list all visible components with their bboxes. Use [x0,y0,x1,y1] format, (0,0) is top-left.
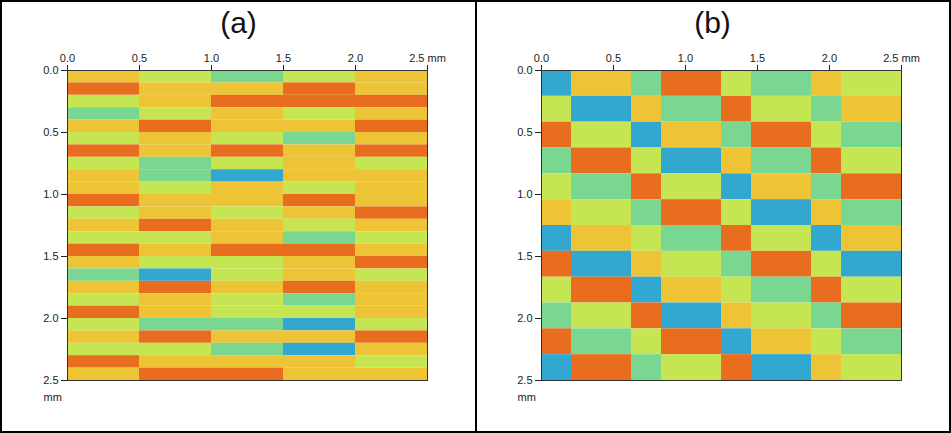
svg-text:2.5: 2.5 [43,374,58,386]
svg-text:1.5: 1.5 [275,52,290,64]
svg-text:2.0: 2.0 [517,312,532,324]
svg-text:0.5: 0.5 [131,52,146,64]
svg-text:0.0: 0.0 [59,52,74,64]
svg-text:2.5 mm: 2.5 mm [409,52,446,64]
svg-text:mm: mm [43,391,61,403]
svg-text:1.5: 1.5 [749,52,764,64]
svg-text:1.5: 1.5 [517,250,532,262]
svg-text:0.5: 0.5 [517,126,532,138]
svg-text:2.0: 2.0 [43,312,58,324]
svg-text:0.0: 0.0 [533,52,548,64]
svg-text:1.0: 1.0 [677,52,692,64]
svg-text:mm: mm [517,391,535,403]
svg-text:1.0: 1.0 [203,52,218,64]
svg-text:2.5: 2.5 [517,374,532,386]
svg-text:1.0: 1.0 [517,188,532,200]
html-text:(b): (b) [694,6,731,39]
svg-text:1.0: 1.0 [43,188,58,200]
svg-text:2.0: 2.0 [347,52,362,64]
svg-text:2.5 mm: 2.5 mm [883,52,920,64]
svg-text:0.5: 0.5 [605,52,620,64]
svg-text:2.0: 2.0 [821,52,836,64]
svg-text:0.0: 0.0 [517,64,532,76]
svg-text:0.5: 0.5 [43,126,58,138]
html-text:(a): (a) [220,6,257,39]
svg-text:1.5: 1.5 [43,250,58,262]
svg-text:0.0: 0.0 [43,64,58,76]
